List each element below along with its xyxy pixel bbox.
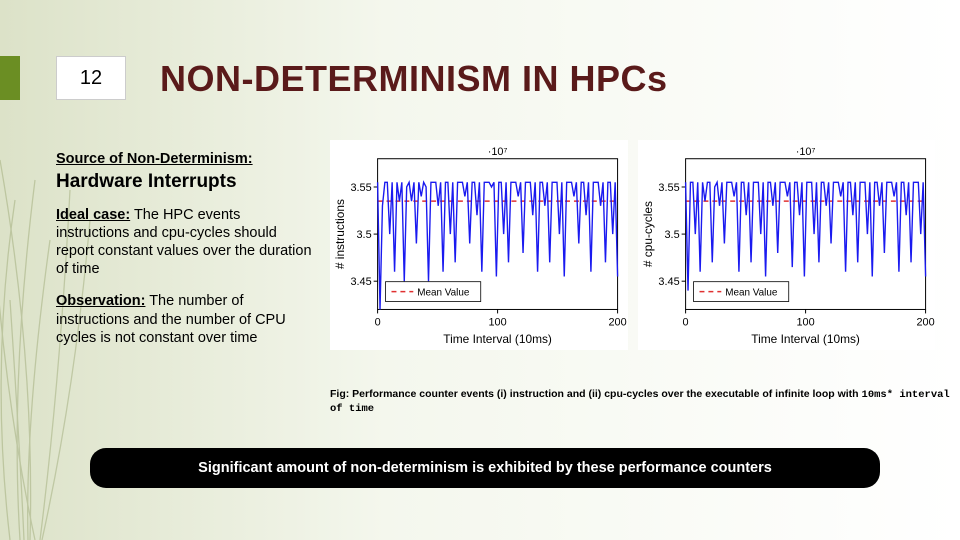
svg-text:0: 0	[375, 316, 381, 328]
hardware-interrupts-heading: Hardware Interrupts	[56, 170, 316, 194]
accent-bar	[0, 56, 20, 100]
svg-text:Mean Value: Mean Value	[417, 288, 470, 299]
svg-text:3.55: 3.55	[350, 182, 371, 194]
svg-text:3.45: 3.45	[350, 276, 371, 288]
svg-text:# cpu-cycles: # cpu-cycles	[640, 201, 654, 267]
svg-text:3.55: 3.55	[658, 182, 679, 194]
left-column: Source of Non-Determinism: Hardware Inte…	[56, 150, 316, 347]
observation-block: Observation: The number of instructions …	[56, 292, 316, 346]
charts-area: ·10⁷ 3.45 3.5 3.55 0 100 200 Mean Value Time Int…	[330, 140, 935, 350]
figure-caption: Fig: Performance counter events (i) inst…	[330, 388, 950, 416]
page-number: 12	[56, 56, 126, 100]
svg-text:Mean Value: Mean Value	[725, 288, 778, 299]
slide: 12 NON-DETERMINISM IN HPCs Source of Non…	[0, 0, 960, 540]
svg-text:·10⁷: ·10⁷	[795, 146, 815, 158]
source-label: Source of Non-Determinism:	[56, 150, 316, 168]
svg-text:0: 0	[682, 316, 688, 328]
svg-text:Time Interval (10ms): Time Interval (10ms)	[443, 332, 552, 346]
svg-text:Time Interval (10ms): Time Interval (10ms)	[751, 332, 860, 346]
svg-text:# instructions: # instructions	[333, 199, 347, 269]
svg-text:·10⁷: ·10⁷	[488, 146, 508, 158]
svg-text:3.45: 3.45	[658, 276, 679, 288]
page-number-text: 12	[80, 67, 102, 90]
svg-text:100: 100	[796, 316, 814, 328]
slide-title: NON-DETERMINISM IN HPCs	[160, 58, 668, 100]
caption-prefix: Fig: Performance counter events (i) inst…	[330, 388, 862, 400]
observation-label: Observation:	[56, 293, 145, 309]
svg-text:200: 200	[916, 316, 934, 328]
summary-callout: Significant amount of non-determinism is…	[90, 448, 880, 488]
svg-text:3.5: 3.5	[357, 229, 372, 241]
ideal-case-block: Ideal case: The HPC events instructions …	[56, 206, 316, 279]
chart-cpu-cycles: ·10⁷ 3.45 3.5 3.55 0 100 200 Mean Value Time Int…	[638, 140, 936, 350]
chart-instructions: ·10⁷ 3.45 3.5 3.55 0 100 200 Mean Value Time Int…	[330, 140, 628, 350]
svg-text:200: 200	[608, 316, 626, 328]
svg-text:3.5: 3.5	[664, 229, 679, 241]
ideal-case-label: Ideal case:	[56, 207, 130, 223]
svg-text:100: 100	[489, 316, 507, 328]
